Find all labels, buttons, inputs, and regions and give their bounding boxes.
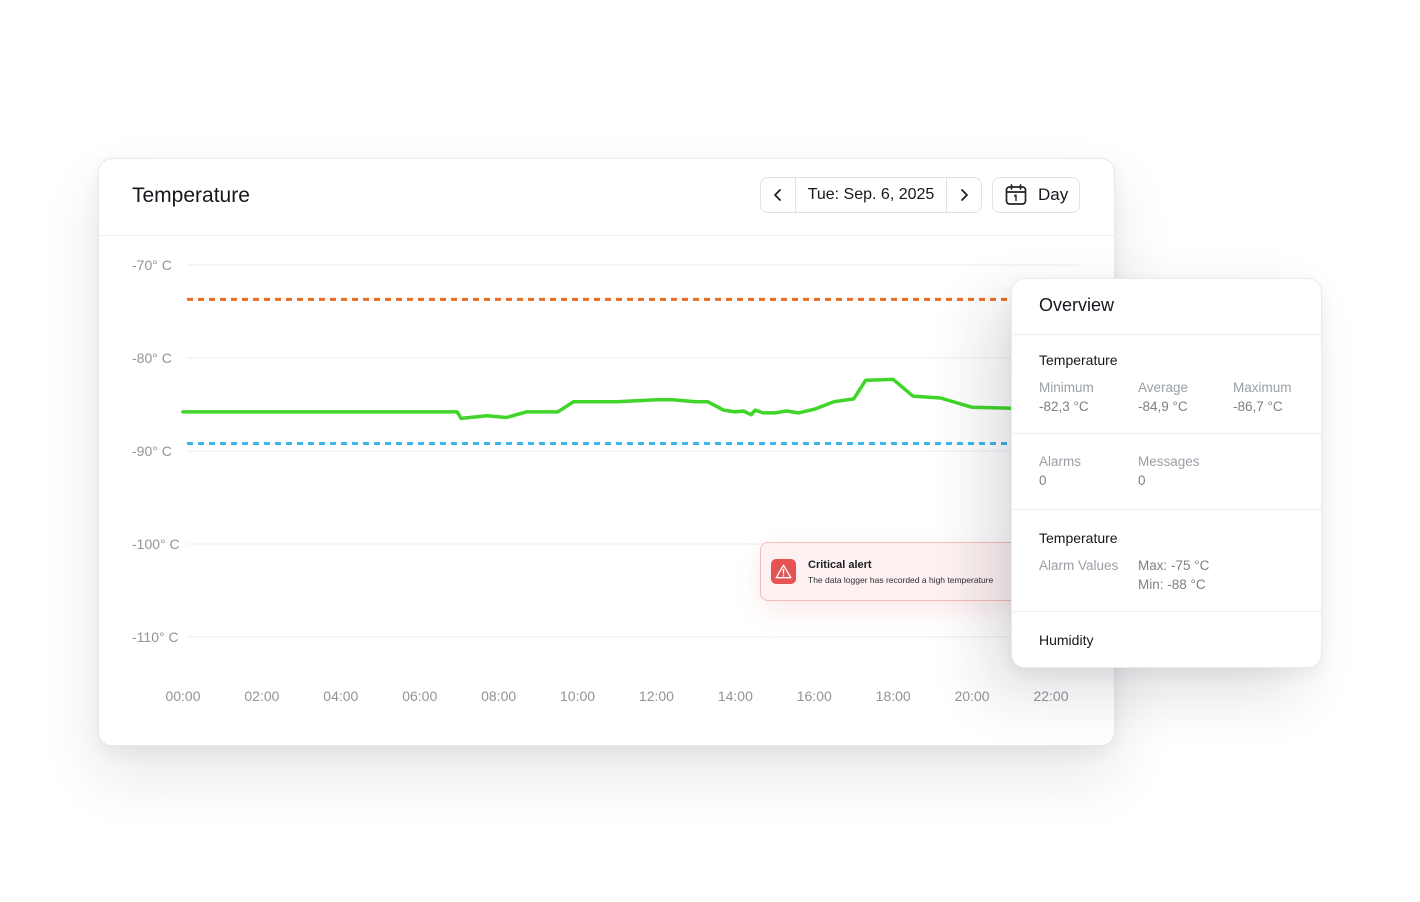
- divider: [1012, 611, 1321, 612]
- overview-title: Overview: [1039, 295, 1115, 315]
- y-tick-label: -80° C: [132, 350, 172, 366]
- next-date-button[interactable]: [946, 178, 981, 212]
- alarms-value: 0: [1039, 473, 1047, 488]
- stat-maximum-label: Maximum: [1233, 380, 1292, 395]
- x-tick-label: 22:00: [1033, 688, 1068, 704]
- card-title: Temperature: [132, 184, 250, 207]
- messages-value: 0: [1138, 473, 1146, 488]
- alarms-label: Alarms: [1039, 454, 1082, 469]
- temperature-chart: -70° C -80° C -90° C -100° C -110° C 00:00 02:…: [132, 257, 1079, 704]
- date-label[interactable]: Tue: Sep. 6, 2025: [807, 186, 935, 203]
- chevron-right-icon: [961, 189, 968, 201]
- chevron-left-icon: [774, 189, 781, 201]
- y-tick-label: -90° C: [132, 443, 172, 459]
- critical-alert-toast: Critical alert The data logger has recor…: [760, 542, 1046, 601]
- date-navigator: Tue: Sep. 6, 2025: [760, 177, 982, 213]
- alert-title: Critical alert: [808, 559, 872, 571]
- x-tick-label: 16:00: [797, 688, 832, 704]
- alarm-values-label: Alarm Values: [1039, 558, 1119, 573]
- x-tick-label: 00:00: [165, 688, 200, 704]
- stat-minimum-value: -82,3 °C: [1039, 399, 1089, 414]
- divider: [1012, 509, 1321, 510]
- x-tick-label: 08:00: [481, 688, 516, 704]
- temperature-alarm-heading: Temperature: [1039, 530, 1118, 546]
- x-tick-label: 10:00: [560, 688, 595, 704]
- stat-maximum-value: -86,7 °C: [1233, 399, 1283, 414]
- divider: [1012, 334, 1321, 335]
- humidity-section-heading[interactable]: Humidity: [1039, 632, 1094, 648]
- warning-icon: [771, 559, 796, 584]
- temperature-card: Temperature Tue: Sep. 6, 2025: [98, 158, 1115, 746]
- previous-date-button[interactable]: [761, 178, 796, 212]
- x-tick-label: 18:00: [876, 688, 911, 704]
- alarm-min-value: Min: -88 °C: [1138, 577, 1206, 592]
- overview-panel: Overview Temperature Minimum -82,3 °C Av…: [1011, 278, 1322, 668]
- stat-average-value: -84,9 °C: [1138, 399, 1188, 414]
- stat-minimum-label: Minimum: [1039, 380, 1094, 395]
- alarm-max-value: Max: -75 °C: [1138, 558, 1210, 573]
- card-header: Temperature Tue: Sep. 6, 2025: [99, 159, 1114, 236]
- x-tick-label: 20:00: [955, 688, 990, 704]
- calendar-icon: [1005, 184, 1027, 205]
- y-tick-label: -110° C: [132, 629, 179, 645]
- y-tick-label: -70° C: [132, 257, 172, 273]
- alert-message: The data logger has recorded a high temp…: [808, 575, 994, 585]
- temperature-section-heading: Temperature: [1039, 352, 1118, 368]
- x-tick-label: 02:00: [244, 688, 279, 704]
- series-line: [181, 377, 1014, 421]
- stat-average-label: Average: [1138, 380, 1189, 395]
- x-tick-label: 12:00: [639, 688, 674, 704]
- x-tick-label: 14:00: [718, 688, 753, 704]
- divider: [1012, 433, 1321, 434]
- messages-label: Messages: [1138, 454, 1200, 469]
- y-tick-label: -100° C: [132, 536, 180, 552]
- x-tick-label: 04:00: [323, 688, 358, 704]
- x-tick-label: 06:00: [402, 688, 437, 704]
- period-select-button[interactable]: Day: [992, 177, 1080, 213]
- period-label: Day: [1038, 185, 1069, 204]
